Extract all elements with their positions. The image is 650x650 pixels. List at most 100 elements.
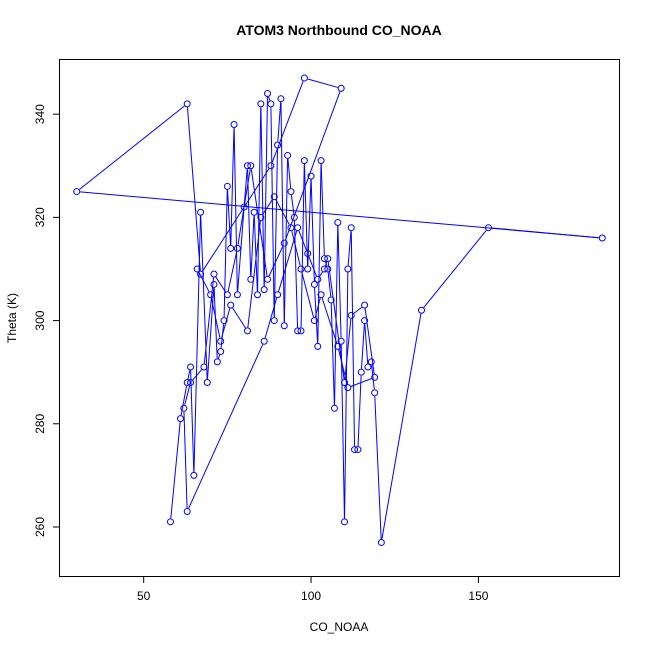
line-segment [307, 78, 338, 88]
line-segment [170, 422, 181, 519]
data-point [377, 538, 385, 546]
x-axis: 50 100 150 [137, 576, 489, 603]
data-point [297, 265, 305, 273]
data-point [341, 518, 349, 526]
line-segment [317, 164, 322, 343]
line-segment [350, 378, 372, 387]
data-point [320, 255, 328, 263]
line-segment [350, 231, 356, 447]
data-point [361, 301, 369, 309]
data-point [250, 208, 258, 216]
line-segment [227, 251, 238, 292]
series-points [73, 74, 606, 546]
line-segment [237, 169, 251, 245]
line-segment [287, 158, 292, 189]
data-point [334, 219, 342, 227]
data-point [213, 358, 221, 366]
line-segment [340, 344, 345, 519]
data-point [347, 224, 355, 232]
line-segment [268, 96, 271, 101]
line-segment [233, 127, 238, 292]
data-point [217, 348, 225, 356]
line-segment [186, 107, 201, 271]
data-point [284, 151, 292, 159]
line-segment [303, 164, 309, 266]
data-point [364, 363, 372, 371]
line-segment [344, 272, 349, 519]
data-point [371, 389, 379, 397]
line-segment [374, 396, 382, 539]
line-segment [327, 272, 332, 297]
line-segment [198, 271, 210, 292]
data-point [304, 250, 312, 257]
data-point [274, 291, 282, 299]
data-point [330, 404, 338, 412]
line-segment [381, 313, 422, 540]
data-point [220, 317, 228, 325]
line-segment [247, 220, 261, 328]
data-point [193, 265, 201, 273]
data-point [274, 141, 282, 149]
line-segment [250, 215, 255, 276]
data-point [233, 291, 241, 299]
line-segment [344, 318, 352, 380]
line-segment [347, 231, 352, 266]
data-point [253, 291, 261, 299]
data-point [300, 74, 308, 82]
data-point [187, 363, 195, 371]
line-segment [353, 306, 363, 314]
data-point [310, 280, 318, 288]
data-point [344, 265, 352, 273]
line-segment [337, 226, 342, 338]
data-point [307, 172, 315, 180]
line-segment [213, 287, 218, 359]
data-point [260, 337, 268, 345]
line-segment [243, 169, 248, 204]
data-point [418, 306, 426, 314]
data-point [247, 162, 255, 170]
data-point [183, 100, 191, 108]
data-point [337, 337, 345, 345]
data-point [183, 379, 191, 386]
line-segment [262, 199, 273, 215]
data-point [297, 327, 305, 335]
line-segment [325, 261, 328, 266]
data-point [351, 446, 359, 454]
line-segment [263, 97, 268, 287]
data-point [324, 265, 332, 273]
data-point [300, 157, 308, 165]
data-point [260, 286, 268, 294]
data-point [190, 471, 198, 479]
line-segment [200, 215, 208, 380]
data-point [267, 100, 275, 108]
line-segment [360, 324, 365, 369]
data-point [257, 213, 265, 221]
line-segment [273, 148, 279, 318]
data-point [257, 100, 265, 108]
line-segment [291, 230, 301, 266]
line-segment [227, 189, 232, 245]
x-tick-label: 50 [137, 589, 151, 603]
data-point [598, 234, 606, 242]
line-segment [314, 298, 321, 318]
data-point [210, 280, 218, 288]
x-tick-label: 100 [301, 589, 321, 603]
line-segment [80, 191, 599, 239]
data-point [267, 162, 275, 170]
data-point [287, 188, 295, 196]
data-point [320, 265, 328, 273]
line-segment [260, 107, 265, 287]
line-segment [230, 127, 235, 245]
series-lines [79, 78, 599, 540]
data-point [280, 322, 288, 330]
data-point [243, 162, 251, 170]
data-point [223, 182, 231, 190]
line-segment [364, 324, 369, 364]
line-segment [308, 256, 317, 277]
line-segment [247, 169, 252, 276]
data-point [317, 291, 325, 299]
line-segment [188, 344, 264, 509]
data-point [294, 327, 302, 335]
line-segment [232, 307, 246, 329]
